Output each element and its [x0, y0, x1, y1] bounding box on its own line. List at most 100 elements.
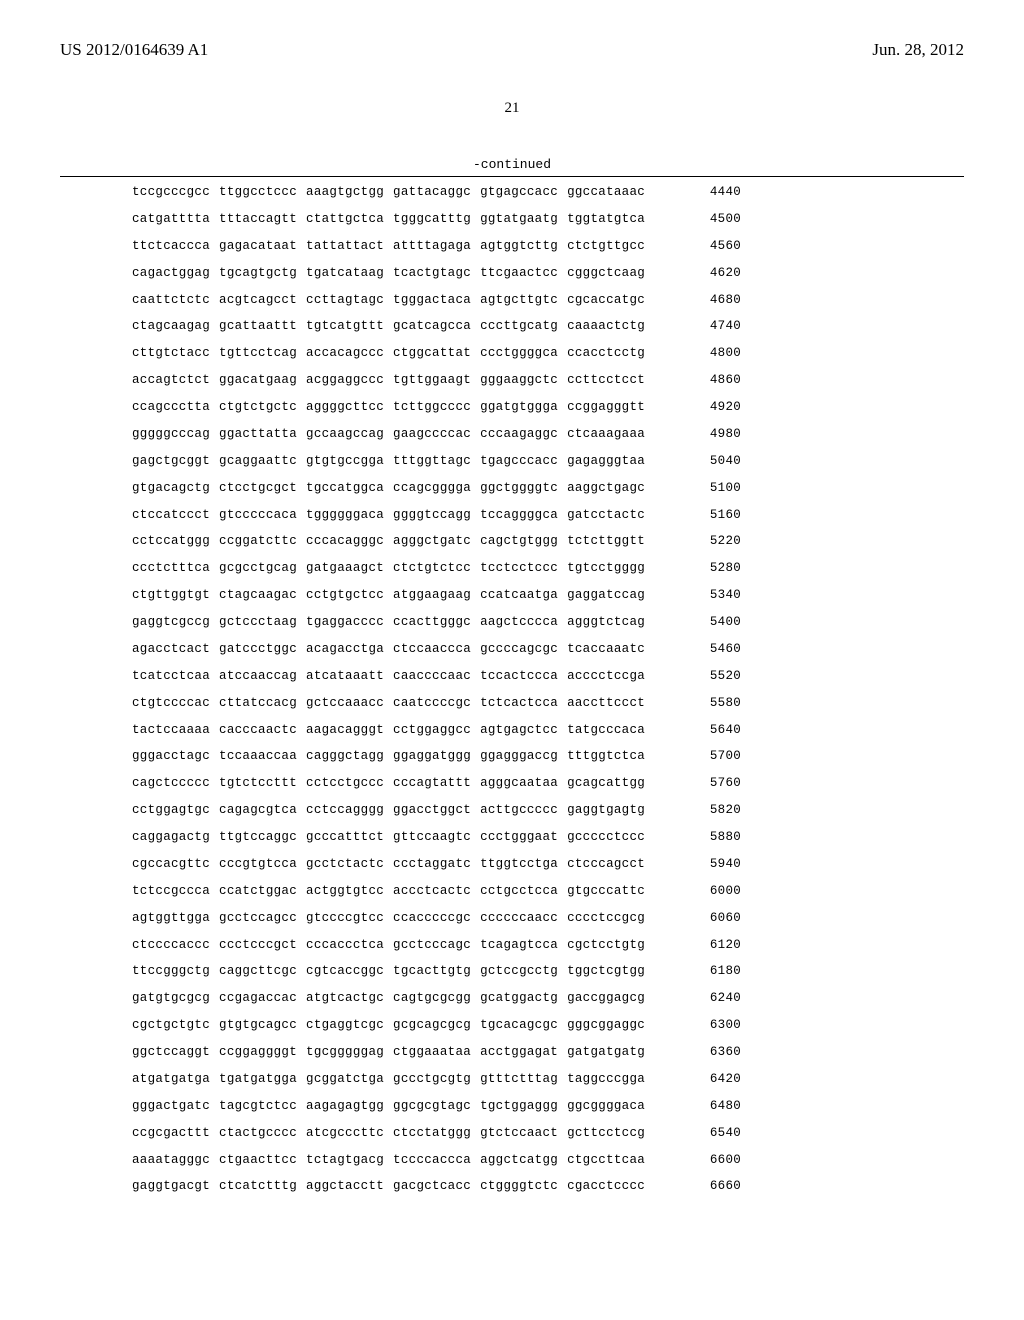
sequence-group: ctggaaataa	[393, 1039, 471, 1066]
sequence-groups: ctccccacccccctcccgctcccaccctcagcctcccagc…	[132, 932, 645, 959]
sequence-group: ctgtctgctc	[219, 394, 297, 421]
sequence-group: gctccgcctg	[480, 958, 558, 985]
sequence-groups: accagtctctggacatgaagacggaggccctgttggaagt…	[132, 367, 645, 394]
sequence-group: gggggcccag	[132, 421, 210, 448]
sequence-group: tcaccaaatc	[567, 636, 645, 663]
sequence-position: 5220	[691, 528, 741, 555]
sequence-group: ttggtcctga	[480, 851, 558, 878]
sequence-group: tcttggcccc	[393, 394, 471, 421]
sequence-group: cgctgctgtc	[132, 1012, 210, 1039]
sequence-group: cagctgtggg	[480, 528, 558, 555]
sequence-group: gctccctaag	[219, 609, 297, 636]
sequence-group: ccctctttca	[132, 555, 210, 582]
sequence-group: ctcccagcct	[567, 851, 645, 878]
sequence-group: gcctccagcc	[219, 905, 297, 932]
sequence-groups: cgccacgttccccgtgtccagcctctactcccctaggatc…	[132, 851, 645, 878]
sequence-group: ggccataaac	[567, 179, 645, 206]
sequence-group: tcatcctcaa	[132, 663, 210, 690]
sequence-group: cagagcgtca	[219, 797, 297, 824]
sequence-groups: gatgtgcgcgccgagaccacatgtcactgccagtgcgcgg…	[132, 985, 645, 1012]
sequence-group: cgacctcccc	[567, 1173, 645, 1200]
sequence-group: ccgagaccac	[219, 985, 297, 1012]
sequence-group: cctggaggcc	[393, 717, 471, 744]
sequence-row: ttccgggctgcaggcttcgccgtcaccggctgcacttgtg…	[132, 958, 964, 985]
sequence-group: agtggtcttg	[480, 233, 558, 260]
sequence-row: ggctccaggtccggaggggttgcgggggagctggaaataa…	[132, 1039, 964, 1066]
sequence-group: cgggctcaag	[567, 260, 645, 287]
sequence-groups: caggagactgttgtccaggcgcccatttctgttccaagtc…	[132, 824, 645, 851]
sequence-group: acgtcagcct	[219, 287, 297, 314]
sequence-group: ccggaggggt	[219, 1039, 297, 1066]
sequence-group: ggcgcgtagc	[393, 1093, 471, 1120]
sequence-group: aggggcttcc	[306, 394, 384, 421]
sequence-group: gcagcattgg	[567, 770, 645, 797]
sequence-group: cgcaccatgc	[567, 287, 645, 314]
rule-top	[60, 176, 964, 177]
sequence-group: cttatccacg	[219, 690, 297, 717]
sequence-group: ggacctggct	[393, 797, 471, 824]
sequence-position: 5160	[691, 502, 741, 529]
sequence-row: ctgttggtgtctagcaagaccctgtgctccatggaagaag…	[132, 582, 964, 609]
sequence-position: 6540	[691, 1120, 741, 1147]
sequence-group: gatgatgatg	[567, 1039, 645, 1066]
sequence-group: tggggggaca	[306, 502, 384, 529]
sequence-group: ccggatcttc	[219, 528, 297, 555]
sequence-group: ctctgttgcc	[567, 233, 645, 260]
sequence-group: gggactgatc	[132, 1093, 210, 1120]
sequence-position: 5520	[691, 663, 741, 690]
sequence-group: tgatcataag	[306, 260, 384, 287]
sequence-row: gaggtgacgtctcatctttgaggctaccttgacgctcacc…	[132, 1173, 964, 1200]
sequence-groups: tccgcccgccttggcctcccaaagtgctgggattacaggc…	[132, 179, 645, 206]
sequence-row: cgctgctgtcgtgtgcagccctgaggtcgcgcgcagcgcg…	[132, 1012, 964, 1039]
sequence-group: tgcacttgtg	[393, 958, 471, 985]
sequence-row: cagactggagtgcagtgctgtgatcataagtcactgtagc…	[132, 260, 964, 287]
sequence-group: tattattact	[306, 233, 384, 260]
sequence-row: cgccacgttccccgtgtccagcctctactcccctaggatc…	[132, 851, 964, 878]
sequence-group: tactccaaaa	[132, 717, 210, 744]
sequence-position: 6240	[691, 985, 741, 1012]
sequence-group: gagacataat	[219, 233, 297, 260]
sequence-groups: ccgcgactttctactgccccatcgcccttcctcctatggg…	[132, 1120, 645, 1147]
sequence-group: tttggtctca	[567, 743, 645, 770]
sequence-group: caaaactctg	[567, 313, 645, 340]
sequence-group: ccctggggca	[480, 340, 558, 367]
sequence-group: tgagcccacc	[480, 448, 558, 475]
sequence-position: 6600	[691, 1147, 741, 1174]
sequence-groups: cagctccccctgtctcctttcctcctgccccccagtattt…	[132, 770, 645, 797]
sequence-group: gccaagccag	[306, 421, 384, 448]
sequence-position: 5760	[691, 770, 741, 797]
sequence-group: ctggcattat	[393, 340, 471, 367]
sequence-position: 6360	[691, 1039, 741, 1066]
sequence-group: ccctaggatc	[393, 851, 471, 878]
sequence-position: 5040	[691, 448, 741, 475]
sequence-group: gggaaggctc	[480, 367, 558, 394]
sequence-group: caaccccaac	[393, 663, 471, 690]
sequence-group: aaaatagggc	[132, 1147, 210, 1174]
sequence-group: ctattgctca	[306, 206, 384, 233]
sequence-group: ccggagggtt	[567, 394, 645, 421]
sequence-group: ggagggaccg	[480, 743, 558, 770]
sequence-group: ccctgggaat	[480, 824, 558, 851]
sequence-position: 4800	[691, 340, 741, 367]
sequence-position: 4860	[691, 367, 741, 394]
sequence-row: catgattttatttaccagttctattgctcatgggcatttg…	[132, 206, 964, 233]
sequence-group: ctggggtctc	[480, 1173, 558, 1200]
sequence-group: aagctcccca	[480, 609, 558, 636]
sequence-group: agggctgatc	[393, 528, 471, 555]
sequence-group: gccccctccc	[567, 824, 645, 851]
sequence-group: ctagcaagac	[219, 582, 297, 609]
sequence-group: ctgccttcaa	[567, 1147, 645, 1174]
sequence-group: ctccaaccca	[393, 636, 471, 663]
sequence-group: aggctacctt	[306, 1173, 384, 1200]
sequence-group: cacccaactc	[219, 717, 297, 744]
sequence-row: cctggagtgccagagcgtcacctccaggggggacctggct…	[132, 797, 964, 824]
sequence-group: agggcaataa	[480, 770, 558, 797]
sequence-group: tcagagtcca	[480, 932, 558, 959]
sequence-groups: gggactgatctagcgtctccaagagagtggggcgcgtagc…	[132, 1093, 645, 1120]
sequence-group: aaagtgctgg	[306, 179, 384, 206]
sequence-group: tggtatgtca	[567, 206, 645, 233]
sequence-group: attttagaga	[393, 233, 471, 260]
sequence-group: tttaccagtt	[219, 206, 297, 233]
sequence-group: atgtcactgc	[306, 985, 384, 1012]
sequence-group: gtctccaact	[480, 1120, 558, 1147]
